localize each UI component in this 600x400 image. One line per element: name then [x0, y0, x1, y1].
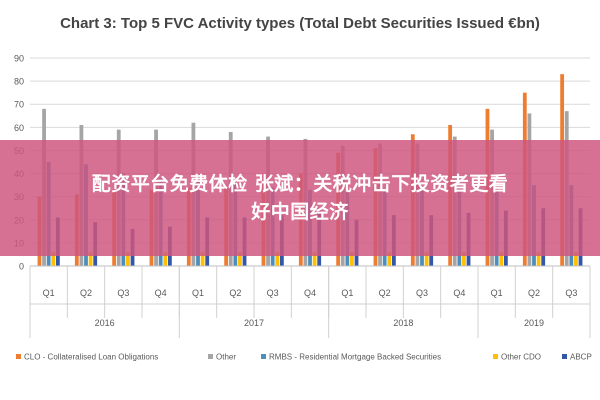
x-group-label: 2016 [95, 318, 115, 328]
bar [574, 252, 578, 266]
x-group-label: 2018 [393, 318, 413, 328]
x-tick-label: Q2 [528, 288, 540, 298]
legend-label: ABCP [570, 353, 592, 362]
bar [275, 252, 280, 266]
x-tick-label: Q1 [491, 288, 503, 298]
legend-label: Other [216, 353, 236, 362]
bar [126, 252, 130, 266]
x-tick-label: Q3 [416, 288, 428, 298]
legend: CLO - Collateralised Loan Obligations Oth… [16, 353, 592, 362]
bar [536, 252, 541, 266]
x-tick-label: Q1 [341, 288, 353, 298]
x-tick-label: Q3 [117, 288, 129, 298]
bar [238, 252, 242, 266]
bar [387, 252, 392, 266]
bar [462, 252, 466, 266]
x-tick-label: Q4 [304, 288, 316, 298]
legend-swatch [208, 354, 213, 359]
x-tick-label: Q2 [229, 288, 241, 298]
x-tick-label: Q4 [453, 288, 465, 298]
x-axis: Q1 Q2 Q3 Q4 Q1 Q2 Q3 Q4 Q1 Q2 Q3 Q4 Q1 Q2 Q3 2016 2017 20… [29, 265, 591, 338]
bar [200, 252, 205, 266]
x-group-label: 2017 [244, 318, 264, 328]
legend-label: RMBS - Residential Mortgage Backed Secur… [269, 353, 441, 362]
bar [51, 252, 56, 266]
x-tick-label: Q4 [155, 288, 167, 298]
bar [163, 252, 168, 266]
x-tick-label: Q1 [192, 288, 204, 298]
legend-label: CLO - Collateralised Loan Obligations [24, 353, 158, 362]
bar [88, 252, 93, 266]
y-tick-label: 70 [14, 100, 24, 110]
legend-swatch [493, 354, 498, 359]
x-tick-label: Q2 [379, 288, 391, 298]
bar [424, 252, 429, 266]
x-tick-label: Q1 [43, 288, 55, 298]
bar [350, 252, 354, 266]
chart-title: Chart 3: Top 5 FVC Activity types (Total… [60, 15, 540, 32]
legend-swatch [562, 354, 567, 359]
y-tick-label: 60 [14, 123, 24, 133]
y-tick-label: 0 [19, 262, 24, 272]
bar [499, 252, 504, 266]
legend-swatch [16, 354, 21, 359]
y-tick-label: 80 [14, 77, 24, 87]
overlay-line-2: 好中国经济 [251, 201, 349, 223]
legend-label: Other CDO [501, 353, 541, 362]
x-group-label: 2019 [524, 318, 544, 328]
overlay-line-1: 配资平台免费体检 张斌：关税冲击下投资者更看 [91, 173, 509, 195]
x-tick-label: Q3 [565, 288, 577, 298]
legend-swatch [261, 354, 266, 359]
x-tick-label: Q2 [80, 288, 92, 298]
bar [312, 252, 317, 266]
y-tick-label: 90 [14, 54, 24, 64]
overlay-banner[interactable]: 配资平台免费体检 张斌：关税冲击下投资者更看 好中国经济 [0, 140, 600, 256]
x-tick-label: Q3 [267, 288, 279, 298]
